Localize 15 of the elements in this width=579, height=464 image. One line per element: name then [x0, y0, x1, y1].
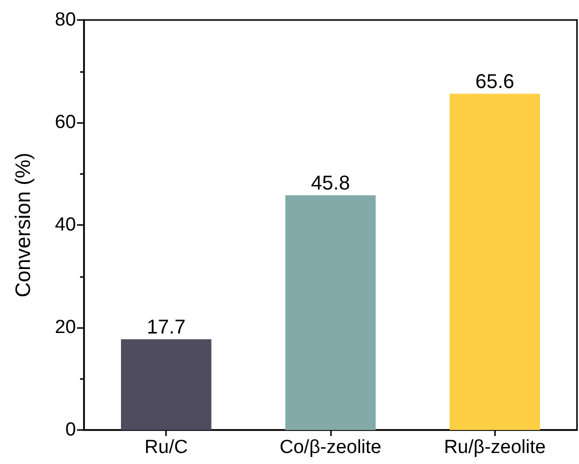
- data-label: 17.7: [146, 316, 186, 338]
- y-tick-label: 40: [54, 214, 76, 236]
- data-label: 65.6: [475, 70, 514, 93]
- y-tick-label: 60: [54, 112, 76, 133]
- x-tick-label: Co/β-zeolite: [280, 437, 382, 458]
- x-tick-label: Ru/β-zeolite: [444, 437, 546, 458]
- data-label: 45.8: [311, 172, 350, 194]
- y-tick-label: 80: [54, 10, 76, 30]
- x-tick-label: Ru/C: [144, 437, 188, 458]
- bar: [285, 195, 376, 430]
- bar: [120, 339, 212, 430]
- y-tick-label: 0: [65, 420, 76, 440]
- y-axis-title: Conversion (%): [12, 152, 35, 298]
- bar: [450, 94, 540, 430]
- y-tick-label: 20: [54, 317, 76, 338]
